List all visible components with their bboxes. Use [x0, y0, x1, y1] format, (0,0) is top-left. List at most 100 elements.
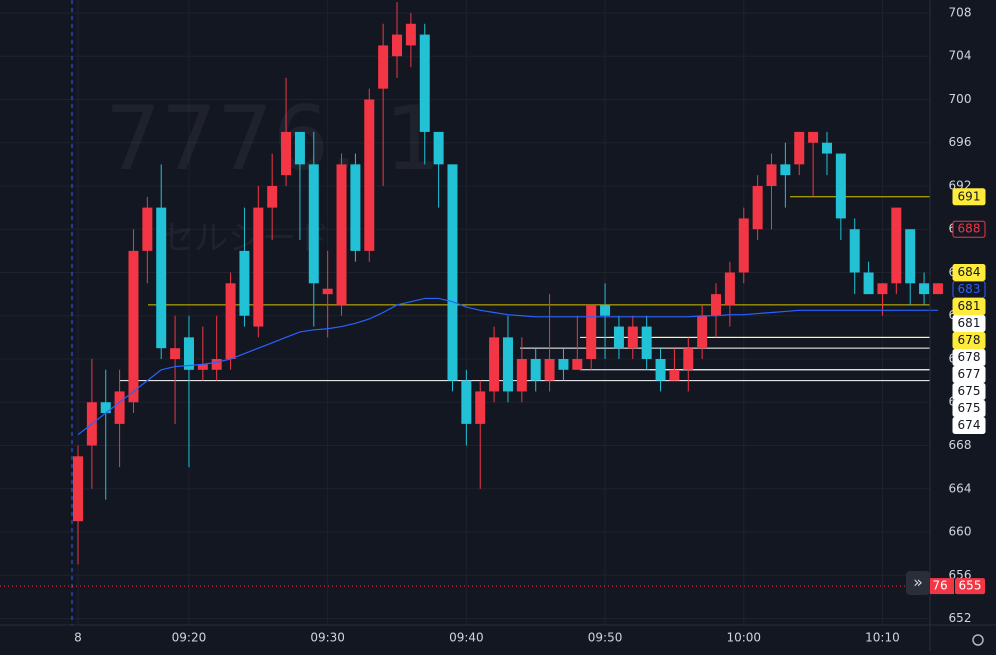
candle-body	[516, 358, 527, 392]
candle-body	[711, 294, 722, 316]
candle-body	[821, 142, 832, 154]
x-tick-label: 10:00	[726, 631, 761, 645]
candle-body	[336, 164, 347, 305]
candle-body	[170, 348, 181, 359]
candle-body	[183, 337, 194, 370]
candle-body	[655, 358, 666, 381]
candle-body	[738, 218, 749, 273]
y-tick-label: 708	[949, 5, 972, 19]
candle-body	[142, 207, 153, 251]
candle-body	[433, 131, 444, 165]
candle-body	[253, 207, 264, 327]
y-tick-label: 652	[949, 611, 972, 625]
candle-body	[461, 380, 472, 424]
y-tick-label: 696	[949, 135, 972, 149]
moving-average	[77, 297, 938, 436]
candle-body	[322, 288, 333, 295]
x-tick-label: 09:40	[449, 631, 484, 645]
price-label: 675	[958, 384, 981, 398]
price-label: 675	[958, 401, 981, 415]
candle-body	[669, 369, 680, 381]
candle-body	[627, 326, 638, 349]
candle-body	[544, 358, 555, 381]
candle-body	[752, 185, 763, 230]
price-label-box	[952, 297, 986, 315]
countdown-box	[930, 578, 954, 595]
y-tick-label: 664	[949, 481, 972, 495]
candle-body	[100, 402, 111, 414]
candle-body	[267, 185, 278, 208]
candle-body	[919, 283, 930, 295]
candle-body	[808, 131, 819, 143]
candle-body	[932, 283, 943, 295]
candle-body	[114, 391, 125, 424]
y-tick-label: 704	[949, 49, 972, 63]
candle-body	[613, 326, 624, 349]
candle-body	[905, 229, 916, 284]
candle-body	[364, 99, 375, 251]
price-label-box	[952, 382, 986, 400]
price-label-box	[952, 416, 986, 434]
candle-body	[281, 131, 292, 176]
y-tick-label: 668	[949, 438, 972, 452]
candle-body	[239, 250, 250, 316]
x-tick-label: 09:30	[310, 631, 345, 645]
price-label: 681	[958, 316, 981, 330]
candle-body	[877, 283, 888, 295]
price-label: 691	[958, 189, 981, 203]
plot	[0, 2, 943, 587]
price-label: 678	[958, 333, 981, 347]
y-tick-label: 660	[949, 525, 972, 539]
x-tick-label: 09:50	[588, 631, 623, 645]
x-tick-label: 8	[74, 631, 82, 645]
candle-body	[197, 364, 208, 370]
price-label: 688	[958, 222, 981, 236]
candle-body	[294, 131, 305, 165]
price-label: 684	[958, 265, 981, 279]
countdown: 76	[932, 579, 947, 593]
candle-body	[766, 164, 777, 186]
price-label-box	[952, 331, 986, 349]
candle-body	[572, 358, 583, 370]
candle-body	[475, 391, 486, 424]
candle-body	[600, 304, 611, 316]
last-price-label: 655	[959, 579, 982, 593]
price-label: 677	[958, 367, 981, 381]
candle-body	[683, 348, 694, 370]
price-label-box	[952, 280, 986, 298]
candle-body	[641, 326, 652, 359]
candle-body	[863, 272, 874, 295]
price-label-box	[952, 365, 986, 383]
candle-body	[308, 164, 319, 284]
candle-body	[447, 164, 458, 381]
candle-body	[530, 358, 541, 381]
last-price-box	[955, 578, 985, 595]
y-tick-label: 700	[949, 92, 972, 106]
candle-body	[780, 164, 791, 176]
settings-icon[interactable]	[972, 634, 984, 646]
candle-body	[891, 207, 902, 284]
price-label-box	[952, 263, 986, 281]
price-label-box	[952, 314, 986, 332]
price-label: 681	[958, 299, 981, 313]
price-label: 678	[958, 350, 981, 364]
candle-body	[835, 153, 846, 219]
candle-body	[405, 23, 416, 46]
candle-body	[558, 358, 569, 370]
candle-body	[697, 315, 708, 349]
price-label: 674	[958, 418, 981, 432]
candle-body	[419, 34, 430, 132]
x-tick-label: 09:20	[172, 631, 207, 645]
candle-body	[794, 131, 805, 165]
candle-body	[350, 164, 361, 251]
candle-body	[128, 250, 139, 403]
candle-body	[211, 358, 222, 370]
candle-body	[378, 45, 389, 89]
price-label-box	[952, 220, 986, 238]
candle-body	[849, 229, 860, 273]
candle-body	[156, 207, 167, 349]
watermark: 7776, 1	[105, 87, 441, 190]
candle-body	[73, 456, 83, 522]
scroll-button[interactable]	[906, 571, 930, 595]
